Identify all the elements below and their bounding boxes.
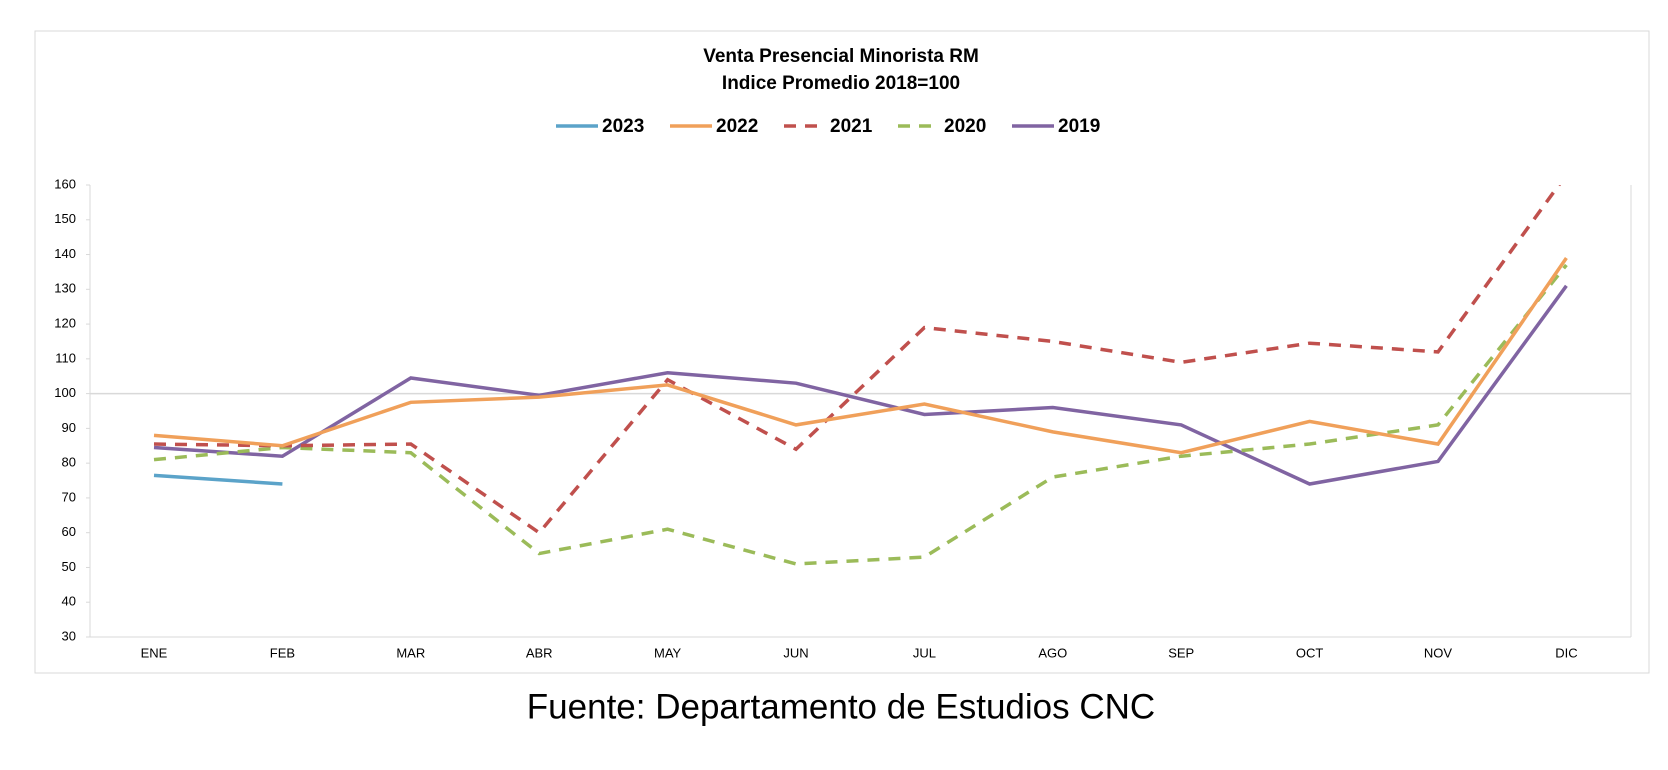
- x-tick-label: NOV: [1424, 645, 1453, 660]
- legend-label: 2020: [944, 116, 986, 137]
- source-note: Fuente: Departamento de Estudios CNC: [527, 687, 1155, 726]
- x-tick-label: SEP: [1168, 645, 1194, 660]
- x-tick-label: MAR: [396, 645, 425, 660]
- legend-label: 2023: [602, 116, 644, 137]
- series-line: [153, 257, 1568, 455]
- y-tick-label: 80: [62, 455, 76, 470]
- y-tick-label: 100: [54, 385, 76, 400]
- y-tick-label: 120: [54, 316, 76, 331]
- legend-label: 2021: [830, 116, 873, 137]
- x-tick-label: AGO: [1038, 645, 1067, 660]
- y-tick-label: 30: [62, 628, 76, 643]
- legend-label: 2019: [1058, 116, 1100, 137]
- series-line: [153, 473, 283, 486]
- x-tick-label: JUN: [783, 645, 808, 660]
- y-tick-label: 160: [54, 176, 76, 191]
- x-tick-label: DIC: [1555, 645, 1577, 660]
- series-line: [153, 284, 1568, 486]
- y-tick-label: 130: [54, 281, 76, 296]
- x-tick-label: ABR: [526, 645, 553, 660]
- y-tick-label: 50: [62, 559, 76, 574]
- chart-frame: [34, 30, 1650, 674]
- y-tick-label: 60: [62, 524, 76, 539]
- legend-label: 2022: [716, 116, 758, 137]
- y-tick-label: 110: [55, 350, 76, 365]
- x-tick-label: JUL: [913, 645, 936, 660]
- series-line: [153, 185, 1562, 536]
- x-tick-label: OCT: [1296, 645, 1324, 660]
- y-tick-label: 140: [54, 246, 76, 261]
- y-tick-label: 40: [62, 594, 76, 609]
- x-tick-label: FEB: [270, 645, 295, 660]
- x-tick-label: MAY: [654, 645, 682, 660]
- y-tick-label: 90: [62, 420, 76, 435]
- series-line: [153, 263, 1568, 566]
- x-tick-label: ENE: [141, 645, 168, 660]
- chart-title: Venta Presencial Minorista RM: [703, 46, 979, 67]
- y-tick-label: 150: [54, 211, 76, 226]
- chart-subtitle: Indice Promedio 2018=100: [722, 73, 960, 94]
- y-tick-label: 70: [62, 489, 76, 504]
